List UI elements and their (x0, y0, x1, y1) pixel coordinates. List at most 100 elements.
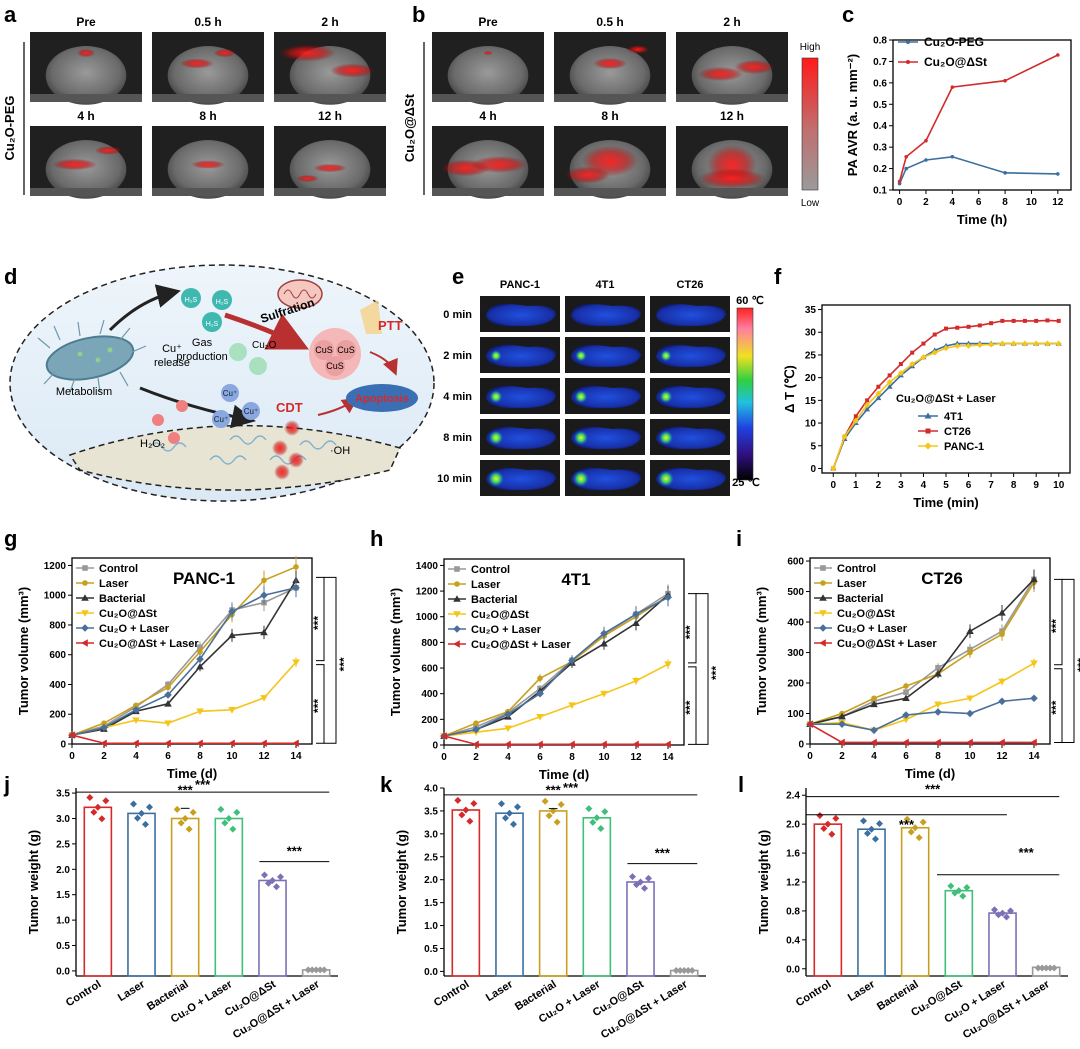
data-point (934, 670, 942, 677)
panel-letter-k: k (380, 772, 393, 797)
plot-frame (892, 39, 1072, 191)
y-axis-label: Tumor volume (mm³) (754, 587, 769, 715)
y-tick-label: 0 (432, 741, 438, 752)
mouse-silhouette (656, 344, 726, 368)
data-point (177, 819, 185, 827)
label-cus-1: CuS (315, 345, 333, 355)
data-point (816, 811, 824, 819)
sig-stars: *** (1019, 845, 1035, 860)
x-tick-label: 9 (1033, 480, 1039, 491)
data-point (593, 814, 601, 822)
panel-letter-b: b (412, 2, 425, 27)
pa-signal (77, 48, 95, 58)
chart-title: 4T1 (561, 570, 590, 589)
x-tick-label: 6 (903, 751, 909, 762)
data-point (189, 808, 197, 816)
y-tick-label: 200 (49, 710, 66, 721)
data-point (589, 818, 597, 826)
data-point (966, 709, 974, 718)
skin-layer (274, 94, 386, 102)
data-point (462, 806, 470, 814)
skin-layer (432, 188, 544, 196)
thermal-column-label: PANC-1 (500, 279, 540, 291)
data-point (897, 179, 902, 184)
y-tick-label: 3.0 (56, 814, 70, 825)
legend-label: Cu₂O@ΔSt (99, 608, 157, 620)
data-point (1030, 575, 1038, 583)
legend-label: Cu₂O-PEG (924, 35, 984, 49)
data-point (876, 384, 881, 389)
plot-frame (809, 557, 1051, 745)
data-point (903, 683, 909, 689)
data-point (1030, 738, 1037, 747)
y-tick-label: 400 (421, 689, 438, 700)
data-point (954, 342, 961, 349)
data-point (819, 639, 826, 647)
tumor-tissue (447, 46, 529, 105)
data-point (947, 882, 955, 890)
data-point (197, 648, 203, 655)
data-point (453, 625, 461, 633)
data-point (585, 805, 593, 813)
label-cu-release-2: release (154, 357, 190, 369)
data-point (632, 619, 640, 626)
data-point (466, 817, 474, 825)
panel-b: b Cu₂O@ΔSt Pre 0.5 h 2 h 4 h 8 h 12 h High Lo… (402, 2, 820, 209)
data-point (943, 345, 949, 352)
data-point (1010, 340, 1017, 347)
sig-stars: *** (178, 782, 194, 797)
data-point (1011, 318, 1016, 323)
label-gas: Gas (192, 337, 213, 349)
y-tick-label: 400 (787, 618, 804, 629)
row-label-cu2o-peg: Cu₂O-PEG (2, 96, 17, 161)
y-tick-label: 0 (810, 464, 816, 475)
sig-stars: *** (546, 783, 562, 798)
data-point (196, 662, 204, 670)
label-cu-plus-1: Cu⁺ (223, 389, 237, 398)
data-point (934, 701, 942, 709)
y-tick-label: 400 (49, 680, 66, 691)
data-point (886, 383, 893, 389)
x-tick-label: 8 (569, 752, 575, 763)
tile-time-label: 2 h (723, 15, 740, 29)
data-point (966, 695, 974, 703)
x-category-label: Laser (846, 978, 878, 1004)
x-tick-label: 0 (807, 751, 813, 762)
data-point (536, 740, 543, 749)
thermal-hotspot (659, 390, 673, 404)
bacterium-icon (37, 319, 147, 393)
sig-stars: *** (287, 844, 303, 859)
series-line (898, 54, 1059, 182)
mouse-silhouette (571, 344, 641, 368)
sig-bracket (1062, 578, 1075, 743)
tile-time-label: 2 h (321, 15, 338, 29)
y-tick-label: 100 (787, 709, 804, 720)
sig-stars: *** (655, 846, 671, 861)
data-point (924, 412, 932, 419)
sig-stars: *** (311, 699, 325, 713)
y-tick-label: 1000 (44, 591, 67, 602)
x-tick-label: 14 (290, 751, 302, 762)
h2s-bubbles (181, 288, 232, 332)
data-point (600, 740, 607, 749)
data-point (841, 433, 848, 440)
data-point (924, 138, 928, 143)
sig-bracket (696, 593, 709, 745)
bar (944, 889, 974, 977)
data-point (470, 800, 478, 808)
x-tick-label: 10 (1053, 480, 1065, 491)
data-point (909, 361, 916, 368)
x-category-label: Control (64, 978, 104, 1009)
y-tick-label: 200 (421, 715, 438, 726)
data-point (838, 720, 846, 728)
data-point (955, 887, 963, 895)
label-metabolism: Metabolism (56, 386, 112, 398)
legend-label: Cu₂O@ΔSt + Laser (471, 639, 571, 651)
data-point (871, 695, 877, 702)
series-line (810, 697, 1035, 732)
y-tick-label: 600 (787, 557, 804, 568)
legend-label: Bacterial (471, 594, 517, 606)
data-point (196, 708, 204, 716)
y-tick-label: 0.3 (873, 143, 887, 154)
data-point (828, 830, 836, 838)
